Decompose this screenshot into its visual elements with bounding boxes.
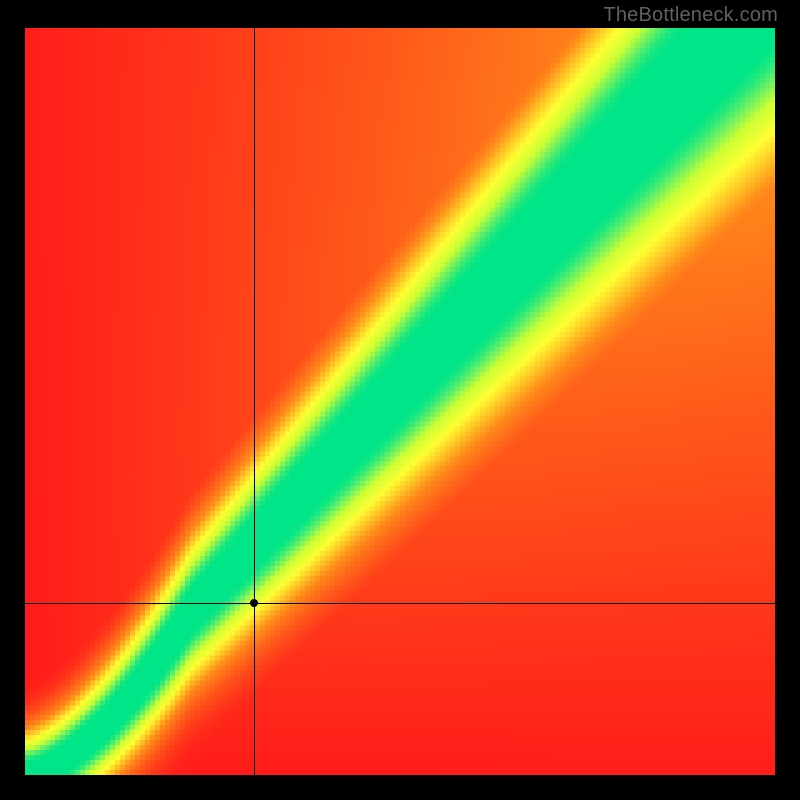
crosshair-horizontal [25,603,775,604]
crosshair-vertical [254,28,255,775]
heatmap-plot [25,28,775,775]
crosshair-marker-dot [250,599,258,607]
heatmap-canvas [25,28,775,775]
watermark-text: TheBottleneck.com [603,4,778,27]
